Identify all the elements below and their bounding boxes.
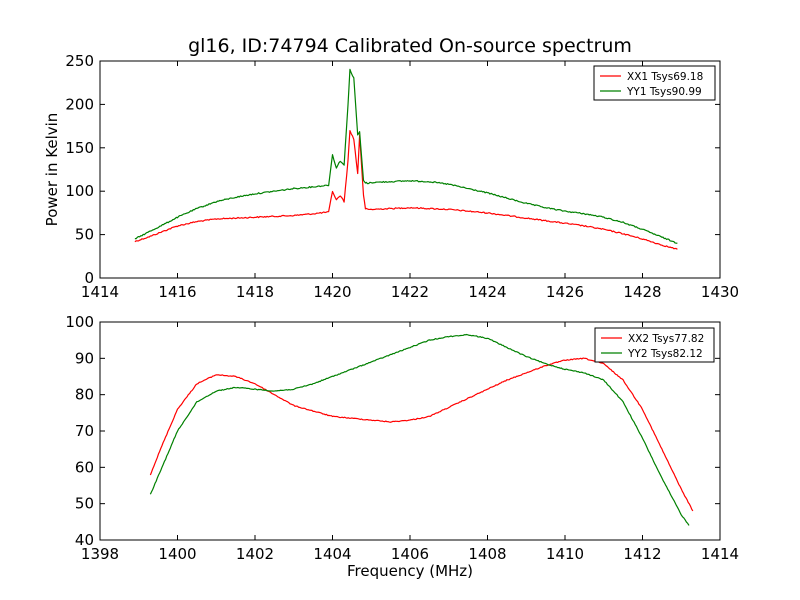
legend-box [594, 327, 715, 363]
chart-panel-2: 1398 1400 1402 1404 1406 1408 1410 1412 1414 40 50… [65, 313, 739, 580]
y-tick-label: 100 [65, 313, 94, 331]
y-tick-label: 0 [84, 269, 94, 287]
y-tick-label: 40 [75, 531, 94, 549]
x-tick-label: 1402 [236, 545, 274, 563]
legend-label: YY1 Tsys90.99 [626, 86, 702, 98]
legend-label: YY2 Tsys82.12 [627, 348, 703, 360]
x-tick-label: 1406 [391, 545, 429, 563]
y-tick-label: 90 [75, 349, 94, 367]
legend: XX1 Tsys69.18 YY1 Tsys90.99 [593, 65, 716, 101]
x-tick-label: 1426 [546, 283, 584, 301]
series-group [134, 68, 678, 250]
y-tick-label: 70 [75, 422, 94, 440]
x-tick-label: 1430 [701, 283, 739, 301]
x-tick-label: 1404 [313, 545, 351, 563]
y-axis-title: Power in Kelvin [43, 113, 61, 227]
legend-box [593, 65, 716, 101]
x-tick-label: 1422 [391, 283, 429, 301]
x-tick-label: 1414 [701, 545, 739, 563]
y-tick-label: 250 [65, 52, 94, 70]
x-tick-label: 1420 [313, 283, 351, 301]
x-tick-label: 1428 [623, 283, 661, 301]
legend-label: XX1 Tsys69.18 [627, 71, 703, 83]
series-line-2 [134, 68, 678, 244]
y-tick-label: 50 [75, 495, 94, 513]
legend-label: XX2 Tsys77.82 [628, 333, 704, 345]
x-tick-label: 1424 [468, 283, 506, 301]
y-tick-label: 100 [65, 182, 94, 200]
x-axis-title: Frequency (MHz) [347, 562, 473, 580]
series-group [149, 333, 694, 526]
x-tick-label: 1398 [81, 545, 119, 563]
series-line-1 [134, 129, 678, 250]
figure-title: gl16, ID:74794 Calibrated On-source spec… [188, 35, 632, 57]
x-tick-label: 1408 [468, 545, 506, 563]
x-tick-label: 1416 [158, 283, 196, 301]
legend: XX2 Tsys77.82 YY2 Tsys82.12 [594, 327, 715, 363]
chart-panel-1: 1414 1416 1418 1420 1422 1424 1426 1428 1430 0 50 1… [43, 52, 739, 301]
y-tick-label: 80 [75, 386, 94, 404]
y-tick-label: 200 [65, 95, 94, 113]
y-tick-label: 50 [75, 226, 94, 244]
y-tick-label: 150 [65, 139, 94, 157]
chart-panels: 1414 1416 1418 1420 1422 1424 1426 1428 14300501… [43, 52, 739, 580]
x-tick-label: 1414 [81, 283, 119, 301]
x-tick-label: 1412 [623, 545, 661, 563]
series-line-1 [149, 357, 694, 512]
x-tick-label: 1410 [546, 545, 584, 563]
series-line-2 [149, 333, 690, 526]
x-tick-label: 1400 [158, 545, 196, 563]
x-tick-label: 1418 [236, 283, 274, 301]
y-tick-label: 60 [75, 458, 94, 476]
